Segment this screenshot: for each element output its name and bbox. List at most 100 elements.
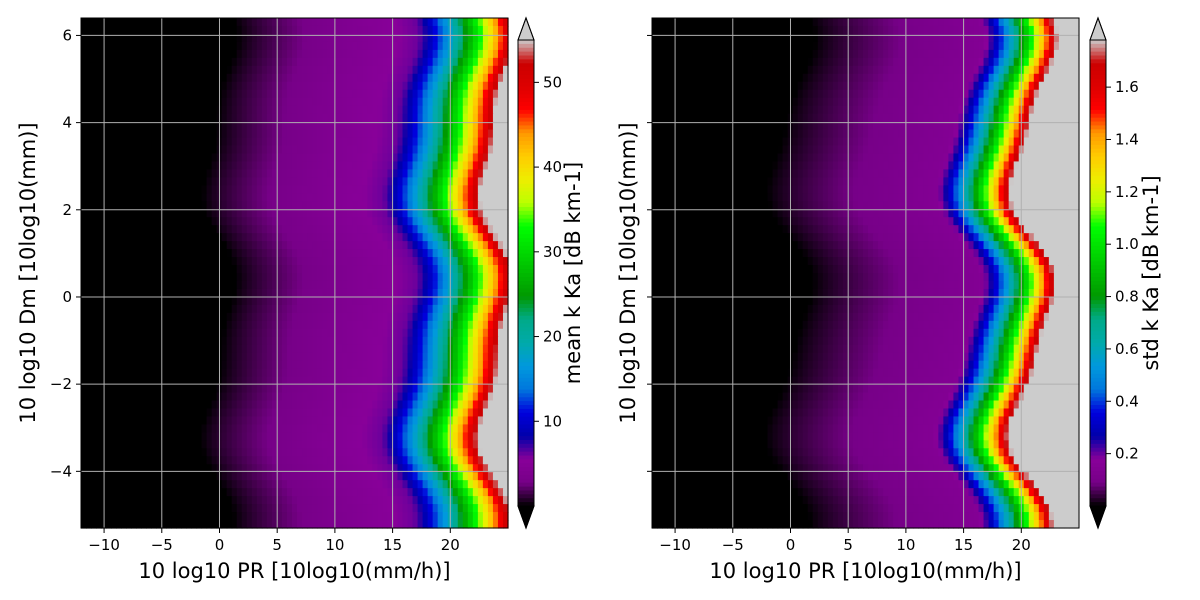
heatmap-cell (121, 408, 127, 418)
heatmap-cell (302, 249, 308, 258)
heatmap-cell (231, 89, 238, 99)
heatmap-cell (392, 280, 399, 290)
heatmap-cell (482, 257, 489, 266)
heatmap-cell (302, 320, 308, 330)
heatmap-cell (317, 153, 323, 163)
heatmap-cell (492, 304, 499, 314)
heatmap-cell (482, 113, 489, 123)
heatmap-cell (211, 97, 218, 107)
heatmap-cell (432, 193, 439, 202)
heatmap-cell (397, 400, 404, 410)
heatmap-cell (96, 65, 102, 75)
heatmap-cell (126, 400, 132, 410)
heatmap-cell (387, 296, 394, 306)
heatmap-cell (231, 73, 238, 83)
heatmap-cell (111, 456, 117, 465)
heatmap-cell (327, 344, 333, 354)
heatmap-cell (161, 137, 167, 147)
heatmap-cell (136, 392, 142, 402)
heatmap-cell (156, 121, 162, 131)
heatmap-cell (181, 193, 188, 202)
heatmap-cell (136, 320, 142, 330)
heatmap-cell (417, 288, 424, 298)
heatmap-cell (312, 121, 318, 131)
heatmap-cell (497, 376, 504, 386)
heatmap-cell (377, 288, 384, 298)
heatmap-cell (467, 312, 474, 322)
heatmap-cell (136, 472, 142, 481)
heatmap-cell (397, 273, 404, 282)
heatmap-cell (387, 273, 394, 282)
heatmap-cell (397, 201, 404, 210)
heatmap-cell (477, 464, 484, 473)
heatmap-cell (477, 121, 484, 131)
heatmap-cell (131, 440, 137, 449)
heatmap-cell (236, 193, 243, 202)
heatmap-cell (402, 217, 409, 226)
heatmap-cell (422, 193, 429, 202)
heatmap-cell (256, 65, 263, 75)
heatmap-cell (166, 73, 173, 83)
heatmap-cell (151, 185, 157, 194)
heatmap-cell (161, 464, 167, 473)
heatmap-cell (286, 312, 293, 322)
heatmap-cell (487, 105, 494, 115)
heatmap-cell (161, 360, 167, 370)
heatmap-cell (241, 408, 248, 418)
heatmap-cell (106, 432, 112, 441)
heatmap-cell (291, 416, 298, 426)
heatmap-cell (307, 344, 313, 354)
heatmap-cell (442, 312, 449, 322)
heatmap-cell (457, 312, 464, 322)
heatmap-cell (392, 368, 399, 378)
heatmap-cell (407, 448, 414, 457)
heatmap-cell (176, 89, 183, 99)
heatmap-cell (231, 352, 238, 362)
heatmap-cell (482, 233, 489, 242)
heatmap-cell (266, 161, 273, 171)
heatmap-cell (317, 336, 323, 346)
heatmap-cell (462, 81, 469, 91)
heatmap-cell (111, 89, 117, 99)
heatmap-cell (156, 89, 162, 99)
heatmap-cell (86, 113, 92, 123)
heatmap-cell (111, 217, 117, 226)
heatmap-cell (266, 177, 273, 186)
heatmap-cell (271, 129, 278, 139)
heatmap-cell (151, 424, 157, 433)
heatmap-cell (156, 33, 162, 43)
heatmap-cell (181, 233, 188, 242)
heatmap-cell (432, 360, 439, 370)
heatmap-cell (126, 177, 132, 186)
heatmap-cell (422, 49, 429, 59)
heatmap-cell (291, 161, 298, 171)
heatmap-cell (191, 161, 198, 171)
heatmap-cell (151, 249, 157, 258)
heatmap-cell (136, 18, 142, 27)
heatmap-cell (392, 265, 399, 274)
heatmap-cell (206, 57, 213, 67)
heatmap-cell (337, 336, 343, 346)
heatmap-cell (367, 448, 373, 457)
heatmap-cell (171, 233, 178, 242)
heatmap-cell (462, 432, 469, 441)
heatmap-cell (186, 81, 193, 91)
heatmap-cell (347, 185, 353, 194)
heatmap-cell (256, 400, 263, 410)
heatmap-cell (342, 137, 348, 147)
heatmap-cell (357, 400, 363, 410)
heatmap-cell (166, 344, 173, 354)
heatmap-cell (266, 336, 273, 346)
heatmap-cell (382, 129, 389, 139)
heatmap-cell (211, 57, 218, 67)
heatmap-cell (146, 105, 152, 115)
heatmap-cell (372, 448, 378, 457)
heatmap-cell (106, 400, 112, 410)
heatmap-cell (452, 241, 459, 250)
heatmap-cell (402, 280, 409, 290)
heatmap-cell (146, 408, 152, 418)
heatmap-cell (131, 336, 137, 346)
heatmap-cell (266, 448, 273, 457)
heatmap-cell (392, 273, 399, 282)
heatmap-cell (81, 193, 87, 202)
